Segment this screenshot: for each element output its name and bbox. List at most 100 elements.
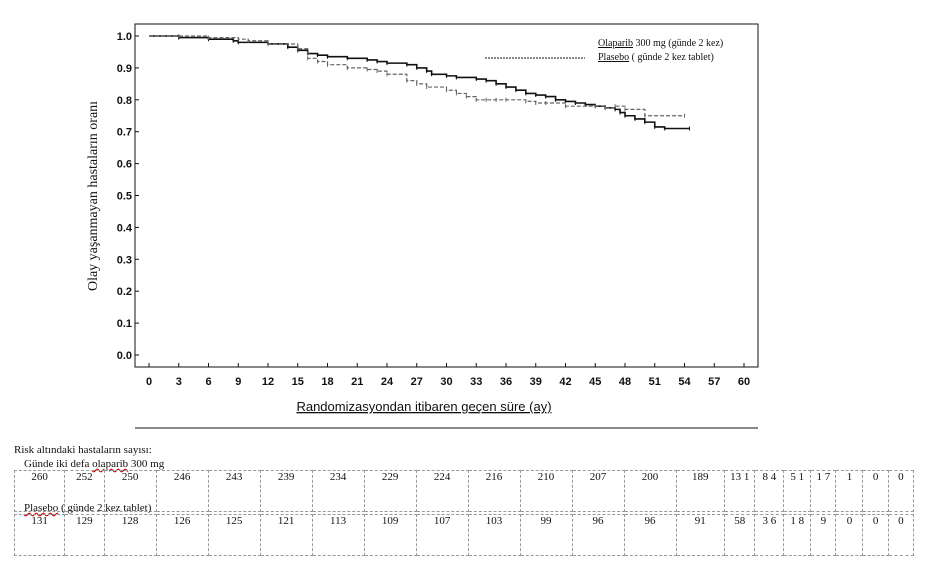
survival-curves	[149, 34, 690, 131]
x-tick-label: 6	[205, 376, 211, 388]
risk-group1-prefix: Günde iki defa	[24, 458, 93, 470]
risk-table-title: Risk altındaki hastaların sayısı:	[14, 444, 152, 456]
x-tick-label: 57	[708, 376, 720, 388]
risk-cell: 109	[363, 514, 417, 556]
y-tick-label: 0.8	[117, 95, 132, 107]
legend-placebo-dose: ( günde 2 kez tablet)	[629, 52, 714, 63]
x-ticks: 0 3 6 9 12 15 18 21 24 27 30 33 36 39 42 45 48 51 54 57 60	[146, 363, 750, 388]
risk-cell: 0	[887, 470, 915, 512]
risk-cell: 252	[64, 470, 105, 512]
y-tick-label: 0.1	[117, 318, 132, 330]
legend-placebo-drug: Plasebo	[598, 52, 629, 63]
y-tick-label: 0.6	[117, 159, 132, 171]
risk-group2-drug: Plasebo	[24, 502, 59, 514]
risk-cell: 1	[835, 470, 864, 512]
y-tick-label: 0.0	[117, 350, 132, 362]
y-tick-label: 0.7	[117, 127, 132, 139]
risk-cell: 250	[103, 470, 157, 512]
risk-cell: 3 6	[754, 514, 785, 556]
x-axis-label-text: Randomizasyondan itibaren geçen süre (ay…	[296, 399, 551, 414]
risk-cell: 243	[207, 470, 261, 512]
risk-cell: 99	[519, 514, 573, 556]
risk-cell: 216	[467, 470, 521, 512]
risk-cell: 9	[810, 514, 837, 556]
legend: Olaparib 300 mg (günde 2 kez) Plasebo ( …	[485, 38, 723, 63]
series-line-placebo	[149, 35, 685, 117]
y-tick-label: 0.9	[117, 63, 132, 75]
x-tick-label: 42	[559, 376, 571, 388]
risk-cell: 0	[862, 514, 889, 556]
risk-cell: 207	[571, 470, 625, 512]
x-tick-label: 45	[589, 376, 601, 388]
risk-group2-suffix: ( günde 2 kez tablet)	[58, 502, 152, 514]
y-axis-label: Olay yaşanmayan hastaların oranı	[86, 101, 101, 291]
table-row: 260 252 250 246 243 239 234 229 224 216 210 207 200 1…	[13, 470, 915, 512]
risk-cell: 96	[623, 514, 677, 556]
y-tick-label: 0.4	[117, 222, 133, 234]
risk-cell: 96	[571, 514, 625, 556]
risk-group1-suffix: 300 mg	[128, 458, 165, 470]
risk-group1-table: 260 252 250 246 243 239 234 229 224 216 210 207 200 1…	[13, 470, 915, 512]
risk-cell: 229	[363, 470, 417, 512]
x-tick-label: 21	[351, 376, 363, 388]
legend-olaparib-dose: 300 mg (günde 2 kez)	[633, 38, 723, 49]
legend-placebo-label: Plasebo ( günde 2 kez tablet)	[598, 52, 714, 63]
x-tick-label: 60	[738, 376, 750, 388]
risk-cell: 210	[519, 470, 573, 512]
risk-cell: 126	[155, 514, 209, 556]
x-tick-label: 54	[678, 376, 691, 388]
y-ticks: 0.0 0.1 0.2 0.3 0.4 0.5 0.6 0.7 0.8 0.9 1.0	[117, 31, 139, 362]
risk-cell: 128	[103, 514, 157, 556]
risk-cell: 113	[311, 514, 365, 556]
x-tick-label: 39	[530, 376, 542, 388]
x-tick-label: 18	[321, 376, 333, 388]
x-tick-label: 51	[649, 376, 661, 388]
x-tick-label: 36	[500, 376, 512, 388]
km-chart: Olay yaşanmayan hastaların oranı 0.00.10…	[86, 23, 759, 429]
risk-cell: 91	[675, 514, 725, 556]
risk-cell: 200	[623, 470, 677, 512]
risk-cell: 1 8	[783, 514, 812, 556]
risk-cell: 224	[415, 470, 469, 512]
series-line-olaparib	[149, 35, 690, 130]
y-tick-label: 0.2	[117, 286, 132, 298]
risk-cell: 234	[311, 470, 365, 512]
y-tick-label: 1.0	[117, 31, 132, 43]
risk-cell: 129	[64, 514, 105, 556]
legend-olaparib-label: Olaparib 300 mg (günde 2 kez)	[598, 38, 723, 49]
risk-group2-label: Plasebo ( günde 2 kez tablet)	[24, 502, 151, 514]
risk-cell: 58	[723, 514, 756, 556]
x-axis-label: Randomizasyondan itibaren geçen süre (ay…	[296, 399, 551, 414]
risk-cell: 121	[259, 514, 313, 556]
risk-cell: 0	[835, 514, 864, 556]
x-tick-label: 27	[411, 376, 423, 388]
table-row: 131 129 128 126 125 121 113 109 107 103 99 96 96 91 58…	[13, 514, 915, 556]
x-tick-label: 12	[262, 376, 274, 388]
risk-cell: 5 1	[783, 470, 812, 512]
legend-olaparib-drug: Olaparib	[598, 38, 633, 49]
risk-cell: 103	[467, 514, 521, 556]
y-tick-label: 0.5	[117, 191, 132, 203]
risk-cell: 189	[675, 470, 725, 512]
risk-cell: 8 4	[754, 470, 785, 512]
risk-cell: 0	[862, 470, 889, 512]
risk-cell: 246	[155, 470, 209, 512]
risk-cell: 239	[259, 470, 313, 512]
y-tick-label: 0.3	[117, 254, 132, 266]
risk-cell: 131	[13, 514, 66, 556]
x-tick-label: 48	[619, 376, 631, 388]
risk-group2-table: 131 129 128 126 125 121 113 109 107 103 99 96 96 91 58…	[13, 514, 915, 556]
risk-cell: 125	[207, 514, 261, 556]
x-tick-label: 0	[146, 376, 152, 388]
risk-group1-label: Günde iki defa olaparib 300 mg	[24, 458, 164, 470]
x-tick-label: 30	[440, 376, 452, 388]
x-tick-label: 15	[292, 376, 304, 388]
risk-cell: 13 1	[723, 470, 756, 512]
risk-cell: 0	[887, 514, 915, 556]
risk-cell: 107	[415, 514, 469, 556]
risk-cell: 1 7	[810, 470, 837, 512]
x-tick-label: 24	[381, 376, 394, 388]
x-tick-label: 9	[235, 376, 241, 388]
risk-group1-drug: olaparib	[92, 458, 129, 470]
x-tick-label: 3	[176, 376, 182, 388]
